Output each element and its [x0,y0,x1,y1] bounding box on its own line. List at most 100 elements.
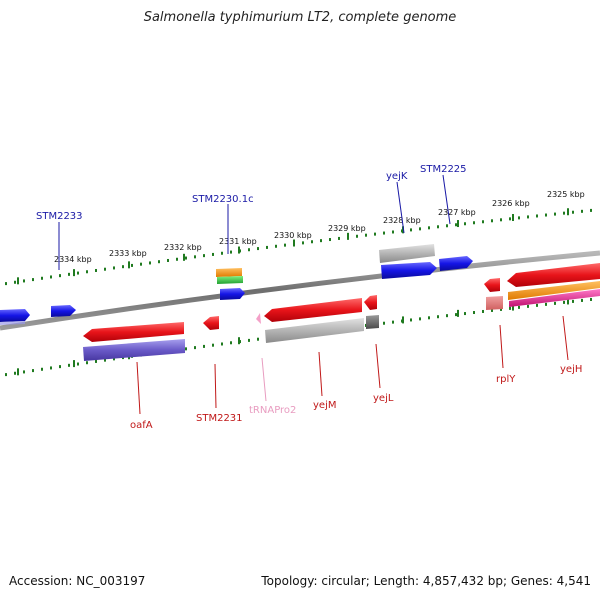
minor-tick [5,282,7,286]
gene-arrow[interactable] [83,322,184,342]
scale-label: 2329 kbp [328,224,366,233]
scale-label: 2330 kbp [274,231,312,240]
scale-label: 2325 kbp [547,190,585,199]
gene-label[interactable]: rplY [496,374,516,385]
genome-backbone [0,250,600,331]
gene-label[interactable]: oafA [130,420,153,431]
major-tick [567,208,569,216]
gene-arrow[interactable] [439,256,473,271]
gene-label[interactable]: yejK [386,171,408,182]
gene-arrow[interactable] [264,298,362,322]
gene-arrow[interactable] [265,318,364,343]
gene-arrow[interactable] [507,263,600,287]
gene-arrow[interactable] [486,296,503,310]
minor-tick [95,359,97,363]
minor-tick [230,250,232,254]
map-title: Salmonella typhimurium LT2, complete gen… [143,10,457,25]
minor-tick [383,321,385,325]
minor-tick [365,233,367,237]
reverse-genes [83,263,600,361]
minor-tick [572,299,574,303]
minor-tick [113,357,115,361]
gene-arrow[interactable] [364,295,377,310]
minor-tick [212,252,214,256]
minor-tick [59,365,61,369]
minor-tick [482,309,484,313]
topology-text: Topology: circular; Length: 4,857,432 bp… [261,574,591,588]
gene-arrow[interactable] [366,315,379,329]
minor-tick [428,316,430,320]
scale-label: 2327 kbp [438,208,476,217]
minor-tick [194,346,196,350]
minor-tick [554,212,556,216]
major-tick [402,226,404,234]
minor-tick [356,234,358,238]
minor-tick [50,366,52,370]
minor-tick [203,254,205,258]
minor-tick [131,263,133,267]
minor-tick [338,236,340,240]
gene-arrow[interactable] [83,339,185,361]
minor-tick [248,338,250,342]
gene-arrow[interactable] [508,281,600,300]
minor-tick [104,358,106,362]
gene-arrow[interactable] [0,309,30,322]
gene-arrow[interactable] [203,316,219,330]
gene-label[interactable]: STM2233 [36,211,83,222]
gene-label[interactable]: STM2231 [196,413,243,424]
scale-label: 2326 kbp [492,199,530,208]
minor-tick [50,275,52,279]
minor-tick [230,341,232,345]
minor-tick [410,228,412,232]
minor-tick [572,210,574,214]
minor-tick [392,320,394,324]
trna-arrow[interactable] [256,313,261,324]
gene-label[interactable]: yejM [313,400,336,411]
gene-arrow[interactable] [379,244,435,263]
gene-arrow[interactable] [220,288,245,300]
minor-tick [545,213,547,217]
minor-tick [221,251,223,255]
minor-tick [581,298,583,302]
gene-arrow[interactable] [484,278,500,292]
minor-tick [455,313,457,317]
gene-label[interactable]: tRNAPro2 [249,405,296,416]
major-tick [457,220,459,228]
minor-tick [329,238,331,242]
minor-tick [149,261,151,265]
minor-tick [563,300,565,304]
minor-tick [113,266,115,270]
minor-tick [59,274,61,278]
minor-tick [23,370,25,374]
major-tick [128,261,130,269]
minor-tick [122,265,124,269]
gene-label[interactable]: STM2230.1c [192,194,254,205]
gene-arrow[interactable] [51,305,76,317]
minor-tick [86,270,88,274]
minor-tick [518,305,520,309]
gene-label[interactable]: yejL [373,393,394,404]
gene-arrow[interactable] [217,276,243,284]
gene-label[interactable]: yejH [560,364,582,375]
minor-tick [221,342,223,346]
minor-tick [437,225,439,229]
minor-tick [446,224,448,228]
minor-tick [392,230,394,234]
minor-tick [473,311,475,315]
gene-label[interactable]: STM2225 [420,164,467,175]
gene-arrow[interactable] [216,268,242,277]
forward-scale-ticks [5,208,592,286]
minor-tick [212,343,214,347]
major-tick [238,246,240,254]
gene-arrow[interactable] [509,289,600,307]
minor-tick [590,208,592,212]
minor-tick [509,306,511,310]
accession-text: Accession: NC_003197 [9,574,146,588]
minor-tick [518,216,520,220]
scale-label: 2333 kbp [109,249,147,258]
minor-tick [410,318,412,322]
major-tick [347,232,349,240]
major-tick [17,368,19,376]
gene-arrow[interactable] [381,262,437,279]
minor-tick [473,221,475,225]
